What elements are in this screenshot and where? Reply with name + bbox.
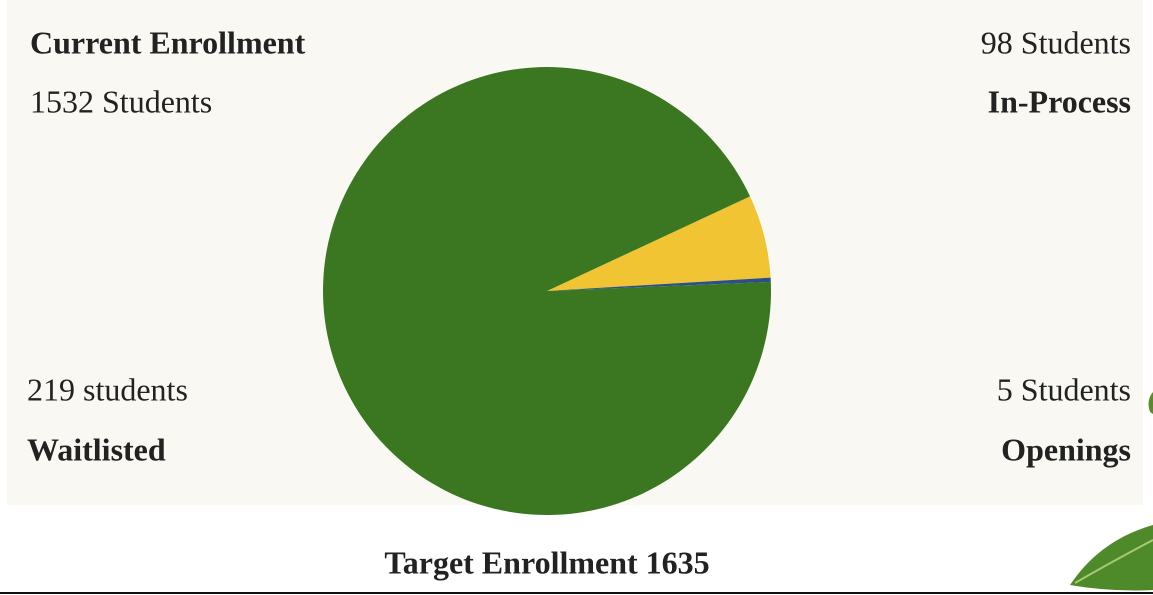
openings-value: 5 Students	[997, 371, 1131, 407]
pie	[323, 67, 772, 516]
pie-slice	[547, 196, 771, 291]
openings-label: Openings	[1001, 431, 1131, 467]
in-process-value: 98 Students	[981, 24, 1131, 60]
chart-title: Target Enrollment 1635	[384, 544, 709, 580]
current-enrollment-value: 1532 Students	[30, 83, 212, 119]
pie-slice	[547, 277, 771, 291]
current-enrollment-label: Current Enrollment	[30, 24, 306, 60]
waitlist-value: 219 students	[27, 371, 188, 407]
pie-slice	[323, 67, 772, 516]
waitlist-label: Waitlisted	[27, 431, 166, 467]
leaf-decoration	[1070, 392, 1153, 591]
in-process-label: In-Process	[988, 83, 1131, 119]
